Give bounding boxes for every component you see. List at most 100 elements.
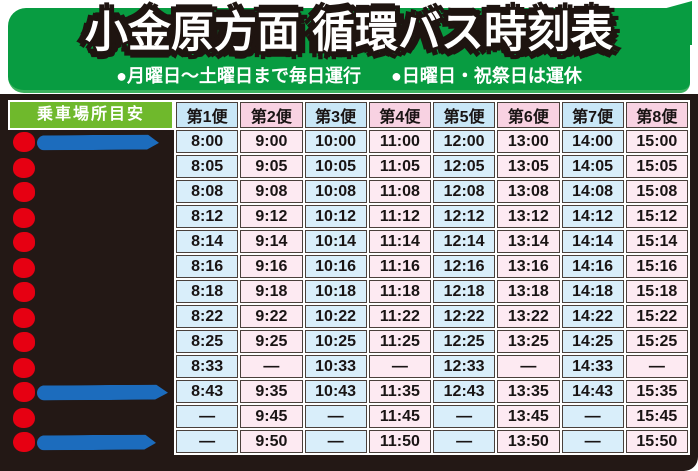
time-cell: — (625, 355, 688, 378)
time-cell: 9:14 (240, 230, 303, 253)
time-cell: — (240, 355, 303, 378)
timetable-row: —9:50—11:50—13:50—15:50 (176, 430, 688, 453)
time-cell: — (433, 430, 496, 453)
timetable-grid: 第1便 第2便 第3便 第4便 第5便 第6便 第7便 第8便 8:00 9:00 10:00 11… (174, 100, 690, 455)
trip-header: 第6便 (497, 102, 560, 128)
time-cell: 10:14 (304, 230, 367, 253)
time-cell: — (304, 405, 367, 428)
trip-header: 第5便 (433, 102, 496, 128)
time-cell: 14:05 (561, 155, 624, 178)
time-cell: 12:14 (433, 230, 496, 253)
time-cell: 9:50 (240, 430, 303, 453)
time-cell: 10:18 (304, 280, 367, 303)
bus-stop-dot (13, 382, 35, 402)
timetable-row: 8:08 9:08 10:08 11:08 12:08 13:08 14:08 15:08 (176, 180, 688, 203)
bus-stop-dot (13, 282, 35, 302)
time-cell: 14:22 (561, 305, 624, 328)
time-cell: 11:22 (368, 305, 431, 328)
time-cell: — (304, 430, 367, 453)
redacted-stop-name (37, 435, 156, 451)
time-cell: 11:45 (368, 405, 431, 428)
time-cell: — (176, 430, 239, 453)
time-cell: 13:22 (497, 305, 560, 328)
time-cell: 13:00 (497, 130, 560, 153)
time-cell: 8:14 (176, 230, 239, 253)
time-cell: 13:35 (497, 380, 560, 403)
time-cell: 10:08 (304, 180, 367, 203)
time-cell: 9:12 (240, 205, 303, 228)
bus-stop-dot (13, 232, 35, 252)
time-cell: 11:14 (368, 230, 431, 253)
bus-stop-dot (13, 358, 35, 378)
stop-row (0, 430, 174, 455)
time-cell: 12:08 (433, 180, 496, 203)
stop-row (0, 205, 174, 230)
time-cell: 11:18 (368, 280, 431, 303)
timetable-row: 8:05 9:05 10:05 11:05 12:05 13:05 14:05 15:05 (176, 155, 688, 178)
bus-stop-dot (13, 208, 35, 228)
time-cell: 12:00 (433, 130, 496, 153)
time-cell: 11:35 (368, 380, 431, 403)
time-cell: 10:12 (304, 205, 367, 228)
time-cell: 14:33 (561, 355, 624, 378)
time-cell: 11:08 (368, 180, 431, 203)
time-cell: 8:16 (176, 255, 239, 278)
time-cell: 9:45 (240, 405, 303, 428)
weekday-service-note: ●月曜日〜土曜日まで毎日運行 (116, 66, 361, 87)
time-cell: 15:25 (625, 330, 688, 353)
time-cell: 10:05 (304, 155, 367, 178)
stop-row (0, 180, 174, 205)
trip-header: 第4便 (368, 102, 431, 128)
time-cell: 14:14 (561, 230, 624, 253)
time-cell: 8:05 (176, 155, 239, 178)
time-cell: 12:18 (433, 280, 496, 303)
time-cell: — (433, 405, 496, 428)
timetable-row: 8:00 9:00 10:00 11:00 12:00 13:00 14:00 15:00 (176, 130, 688, 153)
time-cell: — (497, 355, 560, 378)
time-cell: 9:00 (240, 130, 303, 153)
time-cell: 11:50 (368, 430, 431, 453)
time-cell: 8:43 (176, 380, 239, 403)
bus-stop-dot (13, 132, 35, 152)
bus-stop-dot (13, 332, 35, 352)
time-cell: 9:35 (240, 380, 303, 403)
bus-stop-dot (13, 182, 35, 202)
trip-header: 第7便 (561, 102, 624, 128)
time-cell: 10:16 (304, 255, 367, 278)
time-cell: 8:00 (176, 130, 239, 153)
time-cell: 10:25 (304, 330, 367, 353)
time-cell: 9:22 (240, 305, 303, 328)
time-cell: 8:12 (176, 205, 239, 228)
timetable-row: —9:45—11:45—13:45—15:45 (176, 405, 688, 428)
page-title: 小金原方面 循環バス時刻表 (85, 9, 613, 57)
time-cell: 13:45 (497, 405, 560, 428)
time-cell: 12:33 (433, 355, 496, 378)
bus-stop-dot (13, 408, 35, 428)
timetable-row: 8:43 9:35 10:43 11:35 12:43 13:35 14:43 15:35 (176, 380, 688, 403)
time-cell: 9:08 (240, 180, 303, 203)
trip-header: 第2便 (240, 102, 303, 128)
trip-header: 第8便 (625, 102, 688, 128)
time-cell: 10:33 (304, 355, 367, 378)
time-cell: 13:12 (497, 205, 560, 228)
time-cell: 15:05 (625, 155, 688, 178)
time-cell: 14:08 (561, 180, 624, 203)
time-cell: 11:25 (368, 330, 431, 353)
time-cell: 8:25 (176, 330, 239, 353)
time-cell: 15:35 (625, 380, 688, 403)
time-cell: 9:18 (240, 280, 303, 303)
time-cell: 14:00 (561, 130, 624, 153)
time-cell: 12:22 (433, 305, 496, 328)
time-cell: 15:45 (625, 405, 688, 428)
stop-row (0, 405, 174, 430)
time-cell: 15:00 (625, 130, 688, 153)
timetable-row: 8:33—10:33—12:33—14:33— (176, 355, 688, 378)
stop-marker-column (0, 130, 174, 455)
trip-header: 第3便 (304, 102, 367, 128)
time-cell: 8:22 (176, 305, 239, 328)
stop-row (0, 355, 174, 380)
redacted-stop-name (37, 135, 159, 151)
time-cell: 9:25 (240, 330, 303, 353)
time-cell: 15:16 (625, 255, 688, 278)
